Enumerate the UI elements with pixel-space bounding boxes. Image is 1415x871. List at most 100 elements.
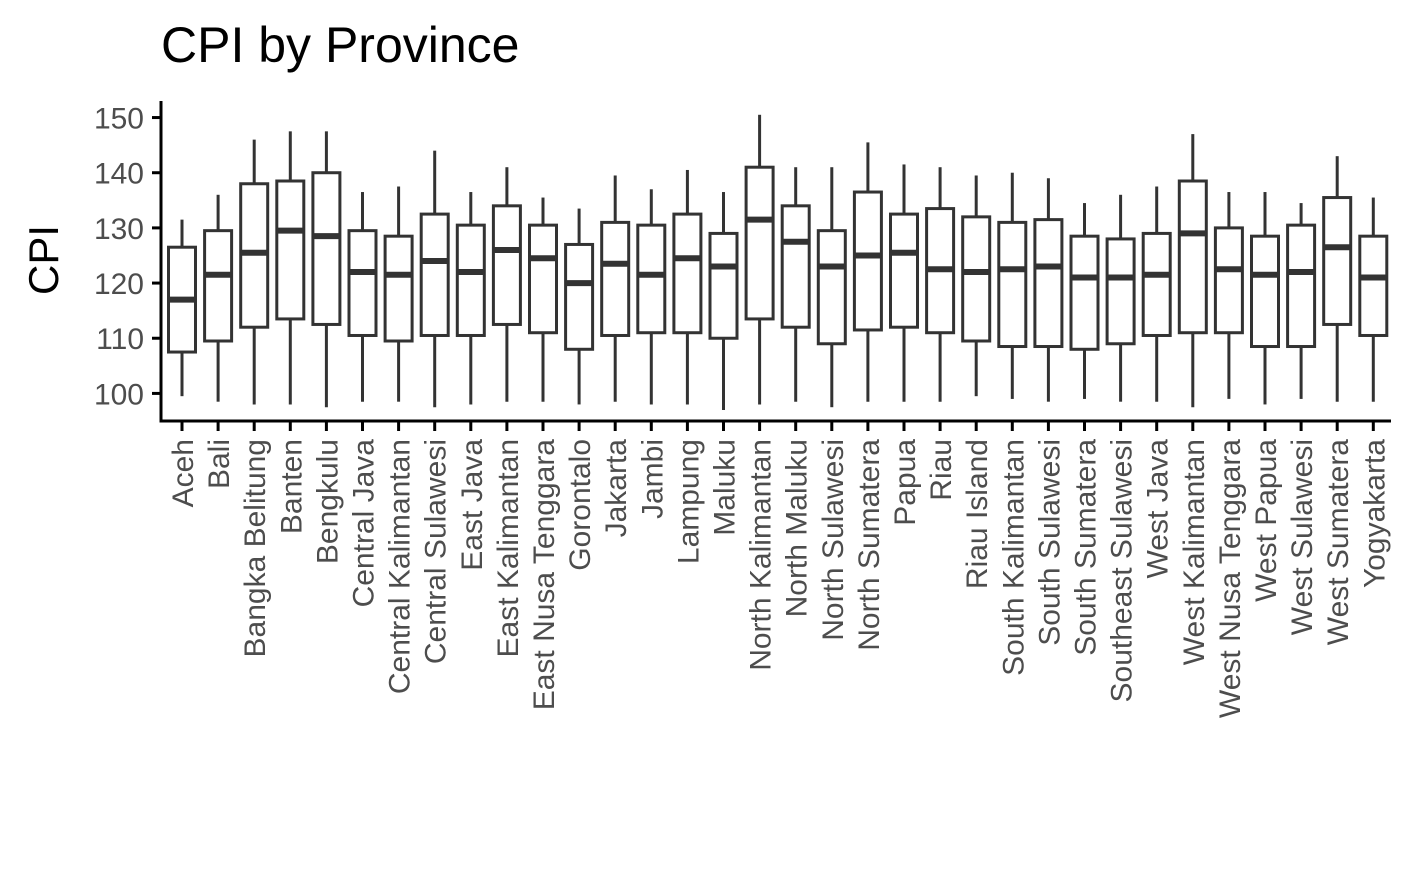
x-tick-label: West Nusa Tenggara	[1214, 439, 1247, 718]
box-iqr	[1033, 218, 1064, 349]
y-tick-label: 150	[94, 103, 144, 136]
x-tick-label: Jambi	[636, 439, 669, 519]
box-maluku	[708, 192, 739, 410]
x-tick-label: Central Kalimantan	[384, 439, 417, 694]
box-southeast-sulawesi	[1105, 194, 1136, 402]
box-bali	[203, 194, 234, 402]
box-east-java	[455, 192, 486, 405]
x-tick-label: West Sumatera	[1322, 439, 1355, 646]
box-yogyakarta	[1358, 197, 1389, 402]
box-lampung	[672, 169, 703, 405]
box-south-kalimantan	[997, 172, 1028, 399]
x-tick-label: East Nusa Tenggara	[528, 439, 561, 711]
box-iqr	[997, 220, 1028, 349]
box-west-papua	[1250, 192, 1280, 405]
x-tick-label: North Sulawesi	[817, 439, 850, 641]
box-iqr	[1322, 196, 1353, 326]
box-west-nusa-tenggara	[1213, 192, 1244, 399]
box-north-sumatera	[852, 142, 883, 402]
box-south-sumatera	[1069, 203, 1100, 399]
box-west-sulawesi	[1286, 203, 1317, 399]
box-aceh	[167, 219, 197, 397]
box-central-sulawesi	[419, 150, 450, 408]
box-bangka-belitung	[239, 139, 270, 405]
box-iqr	[491, 204, 522, 326]
box-north-maluku	[780, 167, 811, 402]
box-iqr	[744, 165, 775, 321]
box-north-kalimantan	[744, 114, 775, 405]
box-iqr	[275, 179, 306, 321]
x-tick-label: North Maluku	[781, 439, 814, 617]
box-iqr	[708, 231, 739, 340]
y-tick-label: 110	[96, 323, 144, 356]
x-tick-label: Bengkulu	[311, 439, 344, 564]
x-tick-label: Central Java	[348, 439, 381, 608]
x-tick-label: Aceh	[167, 439, 200, 507]
box-iqr	[816, 229, 847, 346]
box-iqr	[1250, 234, 1280, 349]
x-tick-label: Gorontalo	[564, 439, 597, 571]
y-tick-label: 130	[94, 213, 144, 246]
box-riau-island	[961, 175, 992, 397]
box-iqr	[1286, 223, 1317, 349]
box-jakarta	[600, 175, 631, 402]
box-iqr	[383, 234, 414, 343]
box-west-kalimantan	[1177, 134, 1208, 408]
chart-title: CPI by Province	[161, 17, 520, 73]
x-tick-label: East Kalimantan	[492, 439, 525, 657]
x-tick-label: Southeast Sulawesi	[1106, 439, 1139, 703]
x-tick-label: East Java	[456, 439, 489, 571]
box-iqr	[780, 204, 811, 329]
x-tick-label: North Kalimantan	[745, 439, 778, 671]
x-tick-label: West Kalimantan	[1178, 439, 1211, 665]
box-iqr	[852, 190, 883, 332]
x-tick-label: West Java	[1142, 439, 1175, 579]
box-east-nusa-tenggara	[528, 197, 558, 402]
x-tick-label: Jakarta	[600, 439, 633, 538]
x-tick-label: Riau Island	[961, 439, 994, 589]
x-tick-label: South Kalimantan	[997, 439, 1030, 676]
box-iqr	[311, 171, 342, 326]
box-east-kalimantan	[491, 167, 522, 402]
box-iqr	[1213, 226, 1244, 335]
box-papua	[889, 164, 919, 402]
box-iqr	[1358, 234, 1389, 337]
x-tick-label: South Sumatera	[1070, 439, 1103, 656]
box-bengkulu	[311, 131, 342, 408]
box-iqr	[203, 229, 234, 343]
box-central-java	[347, 192, 378, 402]
y-tick-label: 100	[94, 378, 144, 411]
box-banten	[275, 131, 306, 405]
box-gorontalo	[564, 208, 595, 405]
box-south-sulawesi	[1033, 178, 1064, 402]
box-iqr	[1141, 231, 1172, 337]
x-tick-label: Bangka Belitung	[239, 439, 272, 658]
x-tick-label: Banten	[275, 439, 308, 534]
x-tick-label: North Sumatera	[853, 439, 886, 651]
x-tick-label: West Papua	[1250, 439, 1283, 602]
box-central-kalimantan	[383, 186, 414, 402]
box-north-sulawesi	[816, 167, 847, 408]
box-riau	[925, 167, 956, 402]
box-iqr	[347, 229, 378, 337]
box-iqr	[1105, 237, 1136, 346]
box-west-java	[1141, 186, 1172, 402]
box-iqr	[636, 223, 667, 335]
x-tick-label: Papua	[889, 439, 922, 526]
box-iqr	[1069, 234, 1100, 351]
box-iqr	[600, 220, 631, 337]
y-tick-label: 140	[94, 158, 144, 191]
x-tick-label: Central Sulawesi	[420, 439, 453, 664]
box-iqr	[1177, 179, 1208, 335]
box-iqr	[889, 212, 919, 329]
x-tick-label: South Sulawesi	[1033, 439, 1066, 646]
box-west-sumatera	[1322, 156, 1353, 402]
x-tick-label: Maluku	[709, 439, 742, 536]
x-axis: Aceh Bali Bangka Belitung Banten Bengkulu Cen…	[159, 419, 1391, 718]
x-tick-label: Lampung	[672, 439, 705, 564]
x-tick-label: Yogyakarta	[1358, 439, 1391, 588]
y-tick-label: 120	[94, 268, 144, 301]
x-tick-label: Riau	[925, 439, 958, 501]
x-tick-label: Bali	[203, 439, 236, 489]
